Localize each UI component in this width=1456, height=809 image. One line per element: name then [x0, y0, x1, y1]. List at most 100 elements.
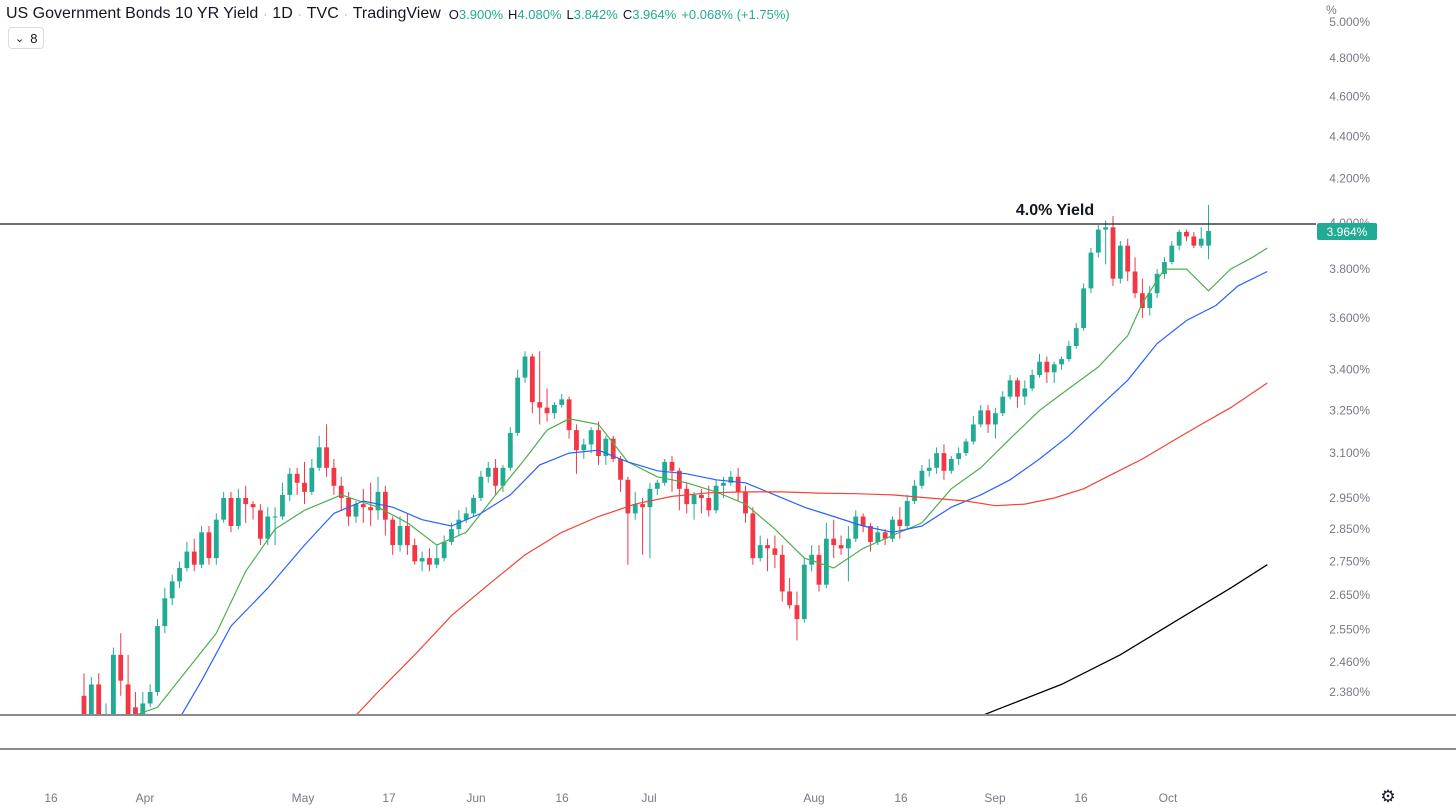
candle[interactable]	[427, 548, 432, 572]
candle[interactable]	[978, 404, 984, 428]
candle[interactable]	[1117, 241, 1123, 284]
candle[interactable]	[1095, 225, 1101, 258]
candle[interactable]	[324, 424, 329, 477]
candle[interactable]	[970, 416, 976, 445]
candle[interactable]	[963, 438, 969, 457]
candle[interactable]	[728, 470, 734, 486]
moving-average-line-4[interactable]	[944, 564, 1268, 731]
candle[interactable]	[537, 351, 543, 425]
candle[interactable]	[1191, 231, 1197, 248]
candle[interactable]	[177, 561, 182, 589]
candle[interactable]	[882, 529, 888, 546]
candle[interactable]	[88, 676, 94, 727]
candle[interactable]	[588, 427, 594, 454]
candle[interactable]	[676, 467, 682, 511]
candle[interactable]	[199, 525, 204, 569]
candle[interactable]	[338, 476, 344, 511]
candle[interactable]	[926, 458, 932, 477]
candle[interactable]	[1029, 369, 1035, 392]
candle[interactable]	[250, 501, 256, 520]
candle[interactable]	[1176, 229, 1182, 251]
candle[interactable]	[221, 491, 227, 523]
candle[interactable]	[309, 458, 315, 495]
candle[interactable]	[272, 507, 278, 546]
candle[interactable]	[1169, 241, 1175, 265]
candle[interactable]	[397, 516, 403, 552]
candle[interactable]	[713, 479, 719, 514]
candle[interactable]	[765, 538, 770, 572]
candle[interactable]	[618, 456, 623, 492]
candle[interactable]	[779, 545, 785, 602]
moving-average-line-2[interactable]	[172, 270, 1268, 731]
candle[interactable]	[956, 447, 962, 465]
candle[interactable]	[772, 535, 778, 569]
candle[interactable]	[816, 545, 822, 592]
candle[interactable]	[699, 488, 704, 514]
candle[interactable]	[522, 351, 528, 384]
candle[interactable]	[860, 513, 866, 533]
candle[interactable]	[684, 482, 690, 514]
candle[interactable]	[948, 456, 954, 474]
candle[interactable]	[1162, 257, 1167, 279]
candle[interactable]	[566, 396, 572, 439]
candle[interactable]	[133, 692, 138, 731]
candle[interactable]	[390, 516, 396, 555]
indicators-toggle-button[interactable]: ⌄ 8	[8, 27, 45, 49]
candle[interactable]	[846, 525, 851, 582]
candle[interactable]	[735, 467, 741, 502]
symbol-title[interactable]: US Government Bonds 10 YR Yield	[6, 5, 259, 22]
candle[interactable]	[1140, 278, 1145, 318]
candle[interactable]	[81, 673, 87, 723]
candle[interactable]	[96, 673, 102, 735]
candle[interactable]	[1037, 353, 1042, 378]
candle[interactable]	[993, 407, 998, 439]
candle[interactable]	[375, 476, 381, 520]
candle[interactable]	[140, 692, 146, 739]
candle[interactable]	[316, 435, 322, 471]
candle[interactable]	[662, 458, 668, 486]
candle[interactable]	[485, 461, 491, 483]
candle[interactable]	[111, 647, 116, 723]
candle[interactable]	[478, 470, 484, 502]
candle[interactable]	[155, 619, 160, 696]
candle[interactable]	[640, 497, 645, 555]
candle[interactable]	[118, 633, 124, 696]
candle[interactable]	[405, 513, 410, 555]
candle[interactable]	[1015, 377, 1020, 408]
candle[interactable]	[213, 513, 219, 565]
candle[interactable]	[919, 464, 925, 489]
candle[interactable]	[801, 558, 807, 623]
candle[interactable]	[669, 456, 675, 492]
candle[interactable]	[360, 488, 366, 523]
moving-average-line-3[interactable]	[341, 382, 1268, 731]
candle[interactable]	[581, 438, 587, 459]
candle[interactable]	[1206, 204, 1211, 260]
candle[interactable]	[235, 488, 241, 530]
candle[interactable]	[228, 491, 234, 533]
candle[interactable]	[610, 435, 616, 462]
candle[interactable]	[823, 522, 829, 589]
candle[interactable]	[1132, 257, 1138, 299]
candle[interactable]	[941, 444, 947, 480]
candle[interactable]	[1000, 391, 1006, 417]
candle[interactable]	[258, 504, 263, 546]
candle[interactable]	[831, 519, 837, 559]
candle[interactable]	[1184, 229, 1189, 242]
candle[interactable]	[500, 464, 506, 492]
candle[interactable]	[104, 703, 109, 734]
candle[interactable]	[596, 421, 601, 465]
candle[interactable]	[206, 525, 212, 565]
candle[interactable]	[559, 393, 565, 408]
candle[interactable]	[493, 458, 498, 495]
candle[interactable]	[1198, 227, 1204, 248]
candle[interactable]	[1110, 216, 1116, 286]
candle[interactable]	[294, 467, 300, 495]
candle[interactable]	[1147, 285, 1153, 316]
candle[interactable]	[1022, 380, 1028, 405]
candle[interactable]	[1154, 269, 1160, 299]
candle[interactable]	[750, 507, 756, 565]
candle[interactable]	[1103, 220, 1109, 265]
candle[interactable]	[794, 591, 800, 641]
gear-icon[interactable]: ⚙	[1380, 787, 1396, 806]
candle[interactable]	[243, 485, 249, 523]
